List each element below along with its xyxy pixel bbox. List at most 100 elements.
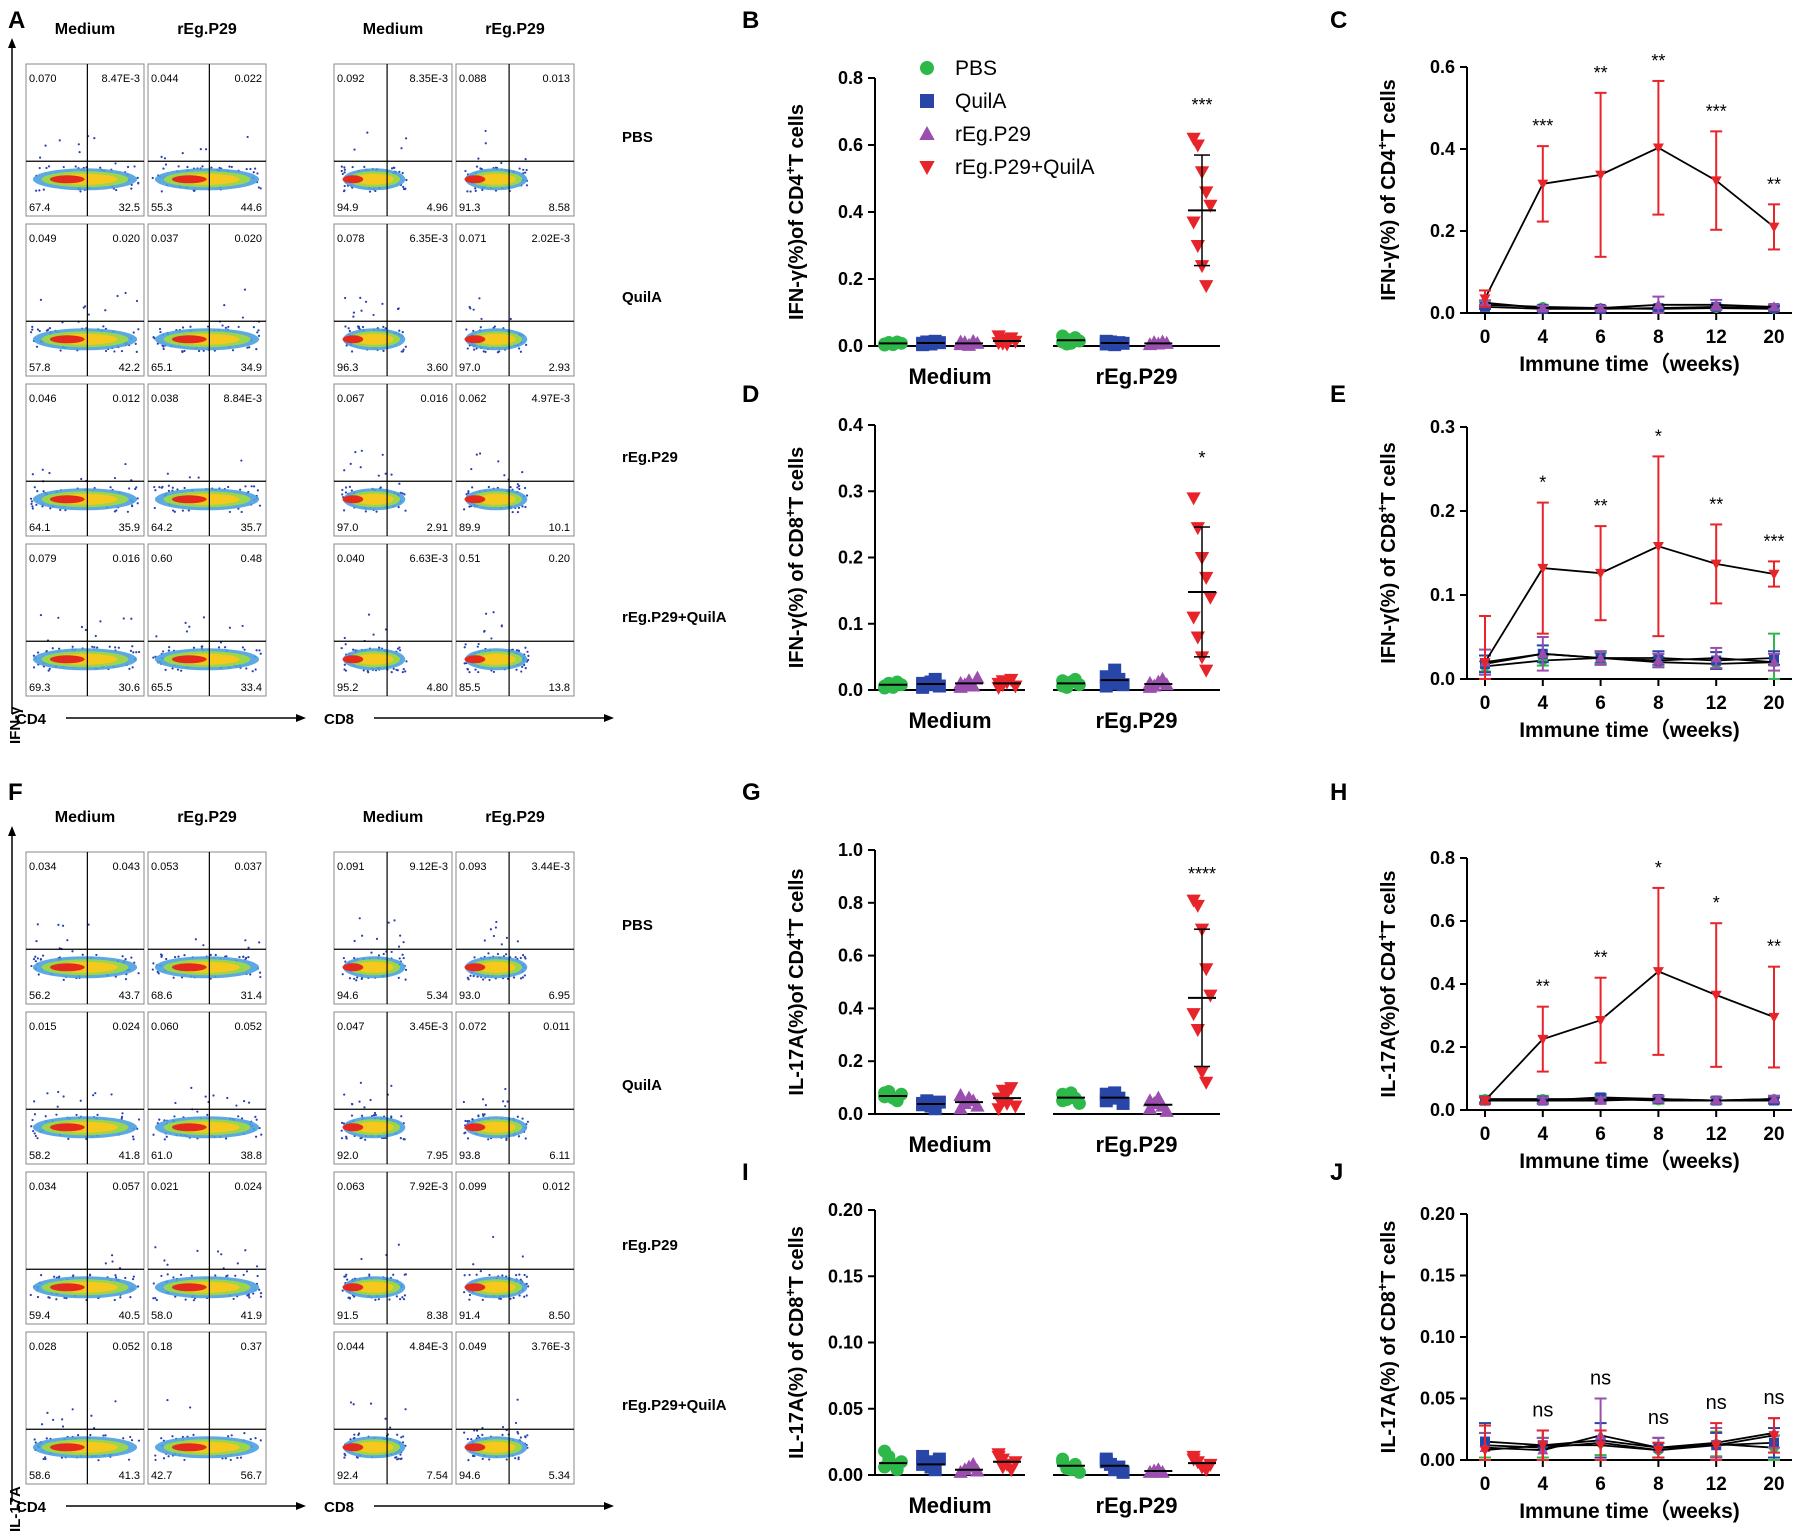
event-dot: [248, 1296, 251, 1299]
x-tick-label: 8: [1653, 693, 1664, 714]
event-dot: [398, 1298, 402, 1301]
event-dot: [214, 1274, 217, 1277]
event-dot: [32, 666, 36, 669]
event-dot: [39, 613, 43, 617]
event-dot: [404, 1408, 407, 1411]
event-dot: [526, 1120, 529, 1123]
event-dot: [466, 190, 469, 193]
event-dot: [242, 955, 245, 958]
event-dot: [130, 1439, 134, 1442]
event-dot: [351, 1103, 354, 1106]
event-dot: [158, 1118, 161, 1121]
event-dot: [375, 937, 379, 941]
event-dot: [350, 489, 353, 492]
event-dot: [37, 973, 40, 976]
flow-plot: 0.062 4.97E-3 89.9 10.1: [455, 383, 575, 537]
event-dot: [252, 171, 255, 174]
event-dot: [384, 1417, 387, 1420]
quadrant-value-lower-right: 40.5: [119, 1310, 140, 1322]
event-dot: [402, 1435, 405, 1438]
quadrant-value-lower-right: 33.4: [241, 682, 262, 694]
quadrant-value-lower-left: 94.9: [337, 202, 358, 214]
row-label: PBS: [622, 917, 653, 934]
event-dot: [120, 349, 124, 353]
plot-frame: [147, 383, 267, 537]
data-point: [1537, 1094, 1549, 1105]
event-dot: [349, 462, 352, 465]
quadrant-value-lower-right: 41.8: [119, 1150, 140, 1162]
quadrant-value-upper-left: 0.049: [459, 1341, 487, 1353]
event-dot: [519, 1436, 522, 1439]
event-dot: [514, 1421, 518, 1425]
event-dot: [256, 331, 259, 334]
event-dot: [61, 1425, 65, 1428]
quadrant-value-upper-right: 9.12E-3: [409, 861, 448, 873]
event-dot: [404, 345, 407, 348]
event-dot: [251, 670, 254, 673]
event-dot: [220, 1253, 223, 1256]
event-dot: [392, 667, 395, 670]
event-dot: [49, 507, 52, 510]
quadrant-value-lower-right: 41.9: [241, 1310, 262, 1322]
event-dot: [53, 1275, 56, 1278]
quadrant-value-lower-left: 68.6: [151, 990, 172, 1002]
event-dot: [36, 957, 39, 960]
x-tick-label: 20: [1763, 1124, 1784, 1145]
density-inner: [354, 1441, 394, 1453]
quadrant-value-upper-left: 0.091: [337, 861, 365, 873]
event-dot: [47, 669, 50, 672]
y-tick-label: 0.4: [1430, 139, 1455, 159]
density-core: [171, 175, 207, 184]
data-point: [916, 338, 930, 352]
significance-label: **: [1767, 174, 1781, 194]
event-dot: [367, 613, 371, 616]
data-point: [1199, 280, 1214, 294]
event-dot: [104, 1434, 107, 1437]
event-dot: [152, 1133, 155, 1136]
event-dot: [344, 296, 347, 300]
event-dot: [523, 1273, 526, 1277]
event-dot: [353, 1433, 356, 1436]
event-dot: [259, 187, 262, 190]
event-dot: [405, 178, 408, 182]
event-dot: [343, 184, 346, 188]
legend-label: PBS: [955, 57, 997, 80]
y-label-sup: +: [782, 509, 798, 517]
y-tick-label: 0.4: [1430, 974, 1455, 994]
flow-plot: 0.037 0.020 65.1 34.9: [147, 223, 267, 377]
y-label-main: IFN-γ(%)of CD4: [786, 174, 808, 320]
event-dot: [466, 1137, 470, 1140]
y-label-main: IFN-γ(%) of CD4: [1378, 149, 1400, 301]
event-dot: [190, 1274, 193, 1277]
event-dot: [250, 485, 253, 488]
event-dot: [41, 505, 44, 508]
event-dot: [162, 1457, 166, 1460]
event-dot: [114, 1400, 117, 1403]
event-dot: [55, 1113, 58, 1116]
y-label-tail: T cells: [786, 104, 808, 166]
event-dot: [165, 1135, 168, 1138]
density-core: [464, 175, 486, 184]
data-point: [928, 1463, 942, 1477]
event-dot: [32, 654, 36, 657]
event-dot: [179, 1273, 183, 1276]
event-dot: [404, 968, 408, 971]
event-dot: [468, 505, 471, 508]
quadrant-value-upper-left: 0.028: [29, 1341, 57, 1353]
event-dot: [187, 509, 190, 512]
data-point: [1768, 656, 1780, 667]
y-tick-label: 0.0: [838, 336, 863, 356]
plot-frame: [455, 223, 575, 377]
event-dot: [29, 331, 33, 334]
data-point: [1768, 569, 1780, 580]
event-dot: [396, 1433, 399, 1436]
panel-letter-F: F: [8, 779, 23, 806]
chart-B: 0.0 0.2 0.4 0.6 0.8 IFN-γ(%)of CD4+T cells Med…: [782, 68, 1220, 389]
density-core: [464, 655, 486, 664]
event-dot: [160, 1437, 163, 1440]
event-dot: [343, 168, 346, 171]
event-dot: [359, 296, 362, 299]
event-dot: [343, 166, 346, 169]
event-dot: [188, 476, 191, 479]
plot-frame: [333, 1331, 453, 1485]
